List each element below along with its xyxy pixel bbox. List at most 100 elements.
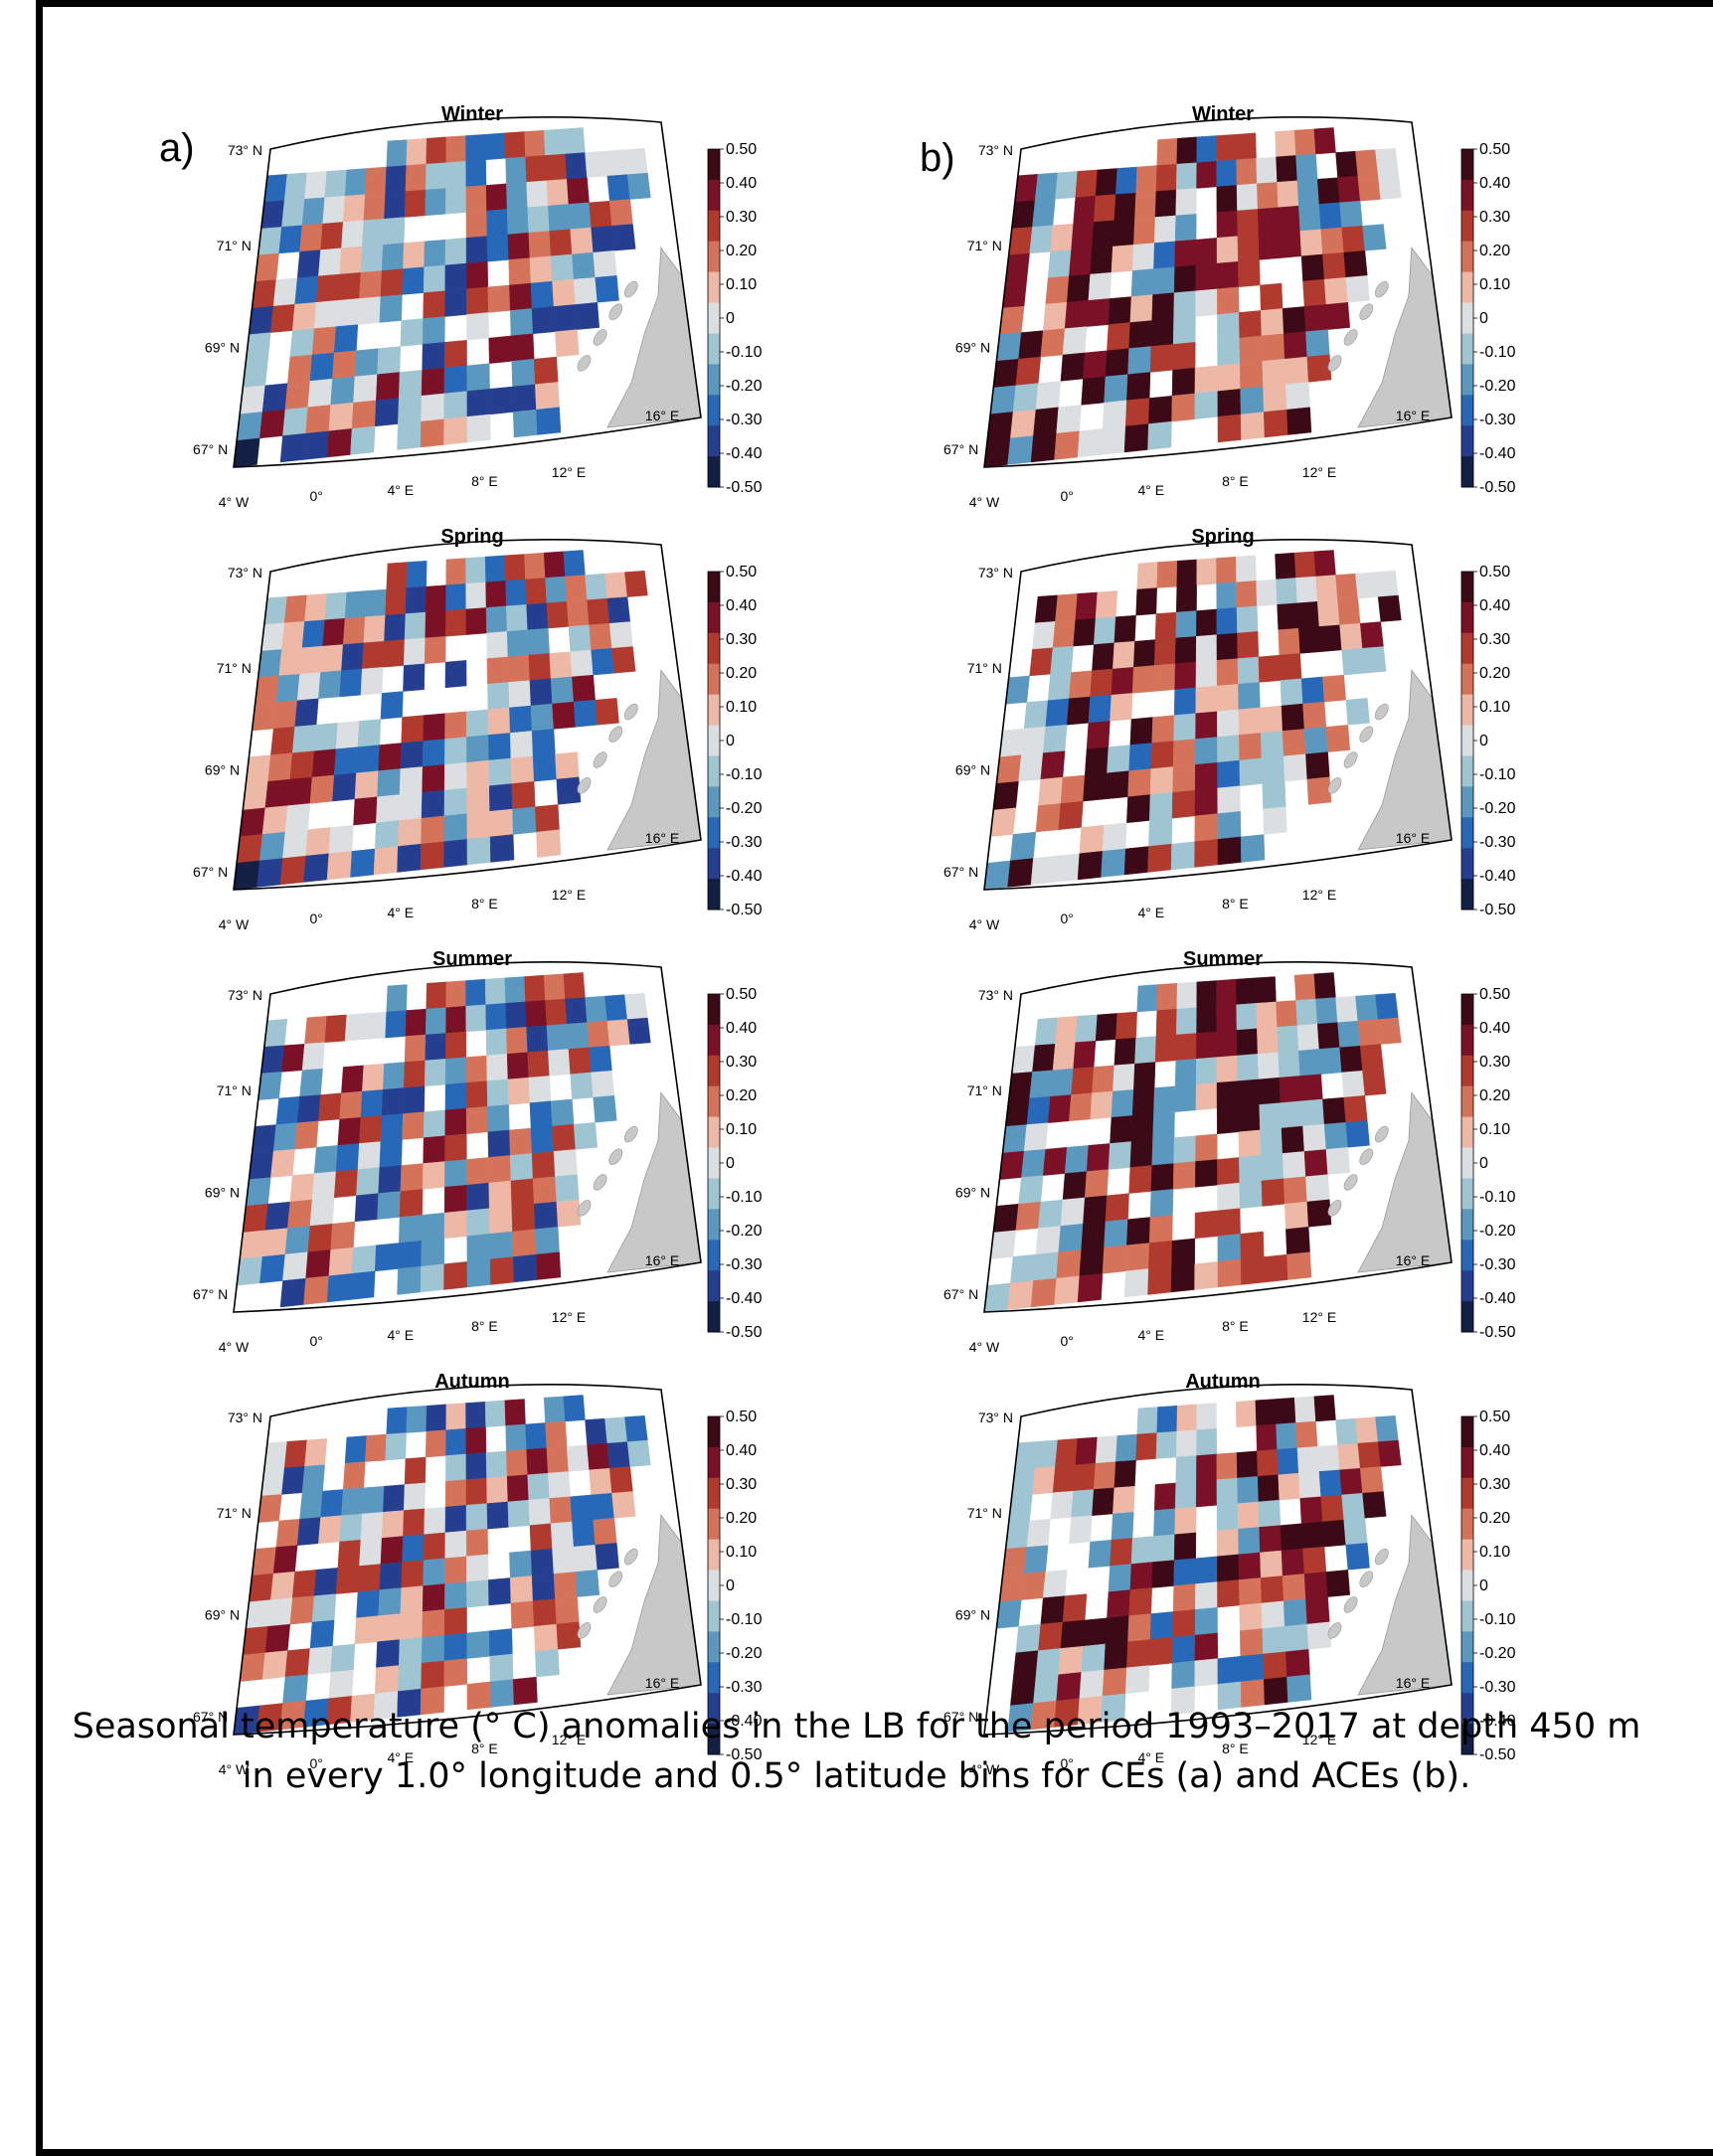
heatmap-cell bbox=[354, 770, 379, 800]
heatmap-cell bbox=[1066, 696, 1091, 726]
heatmap-cell bbox=[1034, 594, 1059, 624]
heatmap-cell bbox=[374, 820, 400, 850]
heatmap-cell bbox=[1217, 312, 1240, 341]
colorbar-swatch bbox=[1461, 817, 1473, 849]
heatmap-cell bbox=[1077, 851, 1104, 881]
island-shape bbox=[577, 1622, 592, 1639]
heatmap-cell bbox=[508, 257, 532, 286]
heatmap-cell bbox=[1194, 787, 1219, 817]
heatmap-cell bbox=[443, 365, 468, 395]
colorbar-tick-label: 0.50 bbox=[1479, 986, 1510, 1003]
heatmap-cell bbox=[313, 1568, 339, 1596]
heatmap-cell bbox=[1217, 785, 1241, 814]
heatmap-cell bbox=[1216, 607, 1238, 635]
heatmap-cell bbox=[526, 180, 549, 208]
island-shape bbox=[1327, 1200, 1342, 1217]
caption-line-1: Seasonal temperature (° C) anomalies in … bbox=[72, 1707, 1641, 1746]
heatmap-cell bbox=[1047, 672, 1072, 701]
heatmap-cell bbox=[1090, 668, 1113, 698]
heatmap-cell bbox=[465, 978, 486, 1007]
heatmap-cell bbox=[563, 972, 586, 1000]
heatmap-cell bbox=[1377, 1439, 1402, 1467]
heatmap-cell bbox=[281, 1044, 305, 1073]
heatmap-cell bbox=[1216, 1503, 1239, 1532]
heatmap-cell bbox=[1281, 1125, 1305, 1154]
lat-tick-label: 67° N bbox=[943, 1286, 978, 1302]
heatmap-cell bbox=[1069, 248, 1093, 277]
heatmap-cell bbox=[296, 249, 321, 278]
map-outline bbox=[983, 1384, 1453, 1736]
heatmap-cell bbox=[1325, 302, 1351, 330]
heatmap-cell bbox=[591, 1492, 615, 1521]
heatmap-cell bbox=[1345, 1543, 1370, 1571]
heatmap-cell bbox=[1195, 1057, 1218, 1085]
heatmap-cell bbox=[543, 128, 566, 156]
heatmap-cell bbox=[301, 1042, 325, 1071]
heatmap-cell bbox=[1235, 555, 1257, 583]
colorbar-tick-label: -0.50 bbox=[726, 479, 763, 496]
heatmap-cell bbox=[1216, 1477, 1239, 1506]
colorbar-swatch bbox=[708, 1446, 720, 1479]
heatmap-cell bbox=[1238, 1527, 1261, 1556]
heatmap-cell bbox=[532, 753, 558, 782]
heatmap-cell bbox=[993, 358, 1019, 389]
heatmap-cell bbox=[270, 726, 295, 755]
heatmap-cell bbox=[604, 994, 628, 1022]
heatmap-cell bbox=[1195, 1479, 1218, 1508]
heatmap-cell bbox=[1060, 1619, 1086, 1649]
heatmap-cell bbox=[344, 1013, 368, 1042]
heatmap-cell bbox=[404, 1034, 427, 1063]
heatmap-cell bbox=[1126, 1639, 1151, 1669]
heatmap-cell bbox=[1217, 1157, 1240, 1186]
heatmap-cell bbox=[488, 1577, 512, 1606]
heatmap-cell bbox=[512, 384, 537, 413]
heatmap-cell bbox=[488, 1180, 512, 1209]
lon-tick-label: 4° W bbox=[969, 1761, 1000, 1777]
lon-tick-label: 4° W bbox=[969, 916, 1000, 932]
heatmap-cell bbox=[1150, 318, 1174, 347]
heatmap-cell bbox=[1151, 1137, 1175, 1166]
heatmap-cell bbox=[1194, 1261, 1219, 1290]
heatmap-cell bbox=[1260, 731, 1285, 759]
lat-tick-label: 71° N bbox=[967, 1505, 1002, 1521]
heatmap-cell bbox=[246, 754, 271, 784]
heatmap-cell bbox=[1088, 271, 1113, 301]
colorbar-swatch bbox=[708, 1024, 720, 1057]
heatmap-cell bbox=[1194, 1658, 1219, 1687]
heatmap-cell bbox=[536, 829, 562, 858]
heatmap-cell bbox=[1299, 1496, 1323, 1524]
heatmap-cell bbox=[1298, 1049, 1321, 1077]
colorbar-tick-label: -0.20 bbox=[726, 378, 763, 395]
heatmap-cell bbox=[466, 1234, 491, 1262]
heatmap-cell bbox=[1217, 709, 1240, 738]
heatmap-cell bbox=[1113, 1063, 1135, 1092]
heatmap-cell bbox=[1005, 252, 1030, 282]
lat-tick-label: 71° N bbox=[967, 238, 1002, 253]
heatmap-cell bbox=[1071, 1067, 1095, 1095]
heatmap-cell bbox=[444, 238, 467, 266]
heatmap-cell bbox=[1216, 1105, 1240, 1135]
heatmap-cell bbox=[1126, 1217, 1151, 1246]
lat-tick-label: 67° N bbox=[193, 441, 228, 457]
heatmap-cell bbox=[535, 804, 560, 833]
heatmap-cell bbox=[1296, 1445, 1320, 1474]
heatmap-cell bbox=[444, 1107, 467, 1136]
heatmap-cell bbox=[1362, 646, 1387, 674]
heatmap-cell bbox=[1134, 191, 1157, 220]
heatmap-cell bbox=[1263, 1253, 1288, 1283]
heatmap-cell bbox=[529, 255, 553, 284]
heatmap-cell bbox=[536, 1251, 562, 1280]
heatmap-cell bbox=[488, 335, 512, 364]
heatmap-cell bbox=[1086, 1143, 1111, 1172]
heatmap-cell bbox=[1285, 1227, 1310, 1255]
heatmap-cell bbox=[365, 1433, 387, 1462]
lon-tick-label: 4° W bbox=[219, 1761, 250, 1777]
heatmap-cell bbox=[512, 806, 537, 835]
heatmap-cell bbox=[1173, 1558, 1196, 1586]
heatmap-cell bbox=[1015, 356, 1042, 387]
heatmap-cell bbox=[465, 185, 487, 213]
heatmap-cell bbox=[1042, 1569, 1068, 1598]
heatmap-cell bbox=[1260, 1576, 1285, 1604]
heatmap-cell bbox=[1375, 992, 1399, 1020]
